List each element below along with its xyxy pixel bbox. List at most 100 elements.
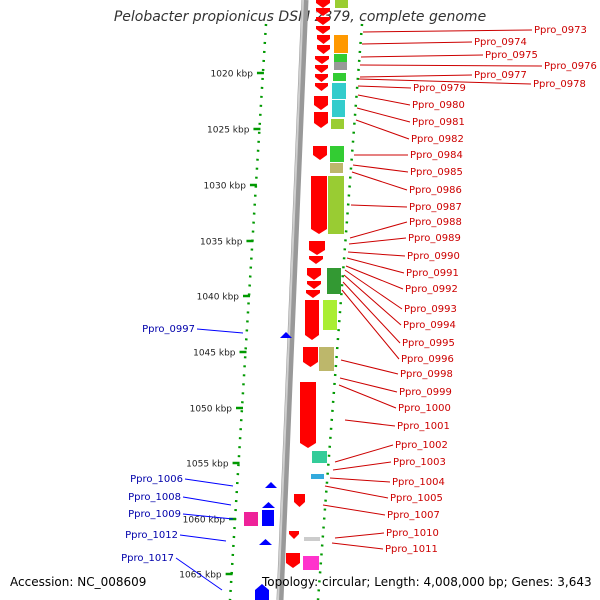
gene-label-forward: Ppro_0978 xyxy=(533,79,586,90)
gene-label-forward: Ppro_0974 xyxy=(474,37,527,48)
gene-label-forward: Ppro_0977 xyxy=(474,70,527,81)
map-title: Pelobacter propionicus DSM 2379, complet… xyxy=(113,9,487,25)
gene-label-forward: Ppro_1011 xyxy=(385,544,438,555)
gene-label-forward: Ppro_0994 xyxy=(403,320,456,331)
forward-gene-arrow xyxy=(317,45,330,54)
forward-gene-arrow xyxy=(316,17,330,25)
reverse-gene-arrow xyxy=(265,482,277,488)
gene-label-forward: Ppro_0975 xyxy=(485,50,538,61)
leader-line xyxy=(352,164,409,173)
gene-block xyxy=(332,83,346,99)
gene-block xyxy=(327,268,341,294)
gene-label-forward: Ppro_1003 xyxy=(393,457,446,468)
gene-block xyxy=(312,451,327,463)
forward-gene-arrow xyxy=(315,56,329,64)
forward-gene-arrow xyxy=(309,241,325,255)
scale-tick-label: 1020 kbp xyxy=(211,70,254,80)
gene-label-forward: Ppro_0996 xyxy=(401,354,454,365)
forward-gene-arrow xyxy=(306,290,320,298)
leader-line xyxy=(355,119,410,140)
leader-line xyxy=(329,477,391,483)
leader-line xyxy=(340,359,399,375)
gene-label-forward: Ppro_0995 xyxy=(402,338,455,349)
leader-line xyxy=(349,221,408,239)
gene-block xyxy=(330,146,344,162)
ruler-inner xyxy=(228,23,268,600)
forward-gene-arrow xyxy=(286,553,300,568)
gene-block xyxy=(334,54,347,62)
leader-line xyxy=(347,251,406,257)
gene-label-forward: Ppro_0981 xyxy=(412,117,465,128)
leader-line xyxy=(357,85,412,89)
leader-line xyxy=(342,281,401,344)
leader-line xyxy=(179,534,227,542)
leader-line xyxy=(351,171,408,191)
leader-line xyxy=(343,274,402,326)
leader-line xyxy=(359,74,473,78)
leader-line xyxy=(322,504,386,516)
gene-block xyxy=(323,300,337,330)
reverse-gene-arrow xyxy=(259,539,272,545)
gene-labels: Ppro_0973 Ppro_0974 Ppro_0975 Ppro_0976 Ppro… xyxy=(121,25,597,564)
leader-line xyxy=(339,377,398,393)
gene-label-forward: Ppro_0984 xyxy=(410,150,463,161)
gene-block xyxy=(330,163,343,173)
leader-line xyxy=(350,204,408,208)
gene-label-reverse: Ppro_1008 xyxy=(128,492,181,503)
gene-label-forward: Ppro_0991 xyxy=(406,268,459,279)
gene-label-forward: Ppro_0985 xyxy=(410,167,463,178)
forward-gene-arrow xyxy=(305,300,319,340)
forward-gene-arrow xyxy=(316,0,330,8)
reverse-gene-block xyxy=(262,510,274,526)
genome-summary-text: Topology: circular; Length: 4,008,000 bp… xyxy=(262,575,592,589)
gene-label-forward: Ppro_0979 xyxy=(413,83,466,94)
gene-block xyxy=(332,100,345,117)
gene-label-forward: Ppro_0998 xyxy=(400,369,453,380)
gene-label-forward: Ppro_0986 xyxy=(409,185,462,196)
leader-line xyxy=(358,78,532,85)
gene-label-forward: Ppro_0989 xyxy=(408,233,461,244)
reverse-gene-arrow xyxy=(255,584,269,590)
forward-gene-arrow xyxy=(303,347,318,367)
gene-label-forward: Ppro_1010 xyxy=(386,528,439,539)
accession-text: Accession: NC_008609 xyxy=(10,575,147,589)
leader-line xyxy=(359,64,543,67)
scale-tick-label: 1040 kbp xyxy=(197,293,240,303)
scale-tick-label: 1055 kbp xyxy=(186,460,229,470)
gene-features xyxy=(244,0,348,600)
gene-block xyxy=(334,35,348,53)
gene-label-forward: Ppro_1005 xyxy=(390,493,443,504)
leader-line xyxy=(346,257,405,274)
gene-label-reverse: Ppro_0997 xyxy=(142,324,195,335)
gene-block xyxy=(328,176,344,234)
scale-tick-label: 1030 kbp xyxy=(204,182,247,192)
forward-gene-arrow xyxy=(314,96,328,110)
gene-label-forward: Ppro_0973 xyxy=(534,25,587,36)
leader-line xyxy=(184,478,234,487)
forward-gene-arrow xyxy=(307,268,321,280)
gene-label-reverse: Ppro_1012 xyxy=(125,530,178,541)
scale-tick-label: 1035 kbp xyxy=(200,238,243,248)
forward-gene-arrow xyxy=(300,382,316,448)
leader-line xyxy=(331,542,384,550)
gene-label-forward: Ppro_0999 xyxy=(399,387,452,398)
leader-line xyxy=(356,107,411,123)
leader-line xyxy=(345,265,404,290)
leader-line xyxy=(334,532,385,539)
gene-label-forward: Ppro_0982 xyxy=(411,134,464,145)
reverse-gene-block xyxy=(255,590,269,600)
gene-block xyxy=(304,537,320,541)
leader-line xyxy=(334,444,394,463)
leader-line xyxy=(341,289,400,360)
gene-label-forward: Ppro_0976 xyxy=(544,61,597,72)
gene-label-forward: Ppro_1000 xyxy=(398,403,451,414)
reverse-gene-arrow xyxy=(262,502,275,508)
gene-label-reverse: Ppro_1017 xyxy=(121,553,174,564)
leader-line xyxy=(175,557,223,591)
leader-line xyxy=(348,237,407,245)
gene-label-reverse: Ppro_1006 xyxy=(130,474,183,485)
forward-gene-arrow xyxy=(313,146,327,160)
gene-label-reverse: Ppro_1009 xyxy=(128,509,181,520)
leader-line xyxy=(338,384,397,409)
gene-label-forward: Ppro_1007 xyxy=(387,510,440,521)
